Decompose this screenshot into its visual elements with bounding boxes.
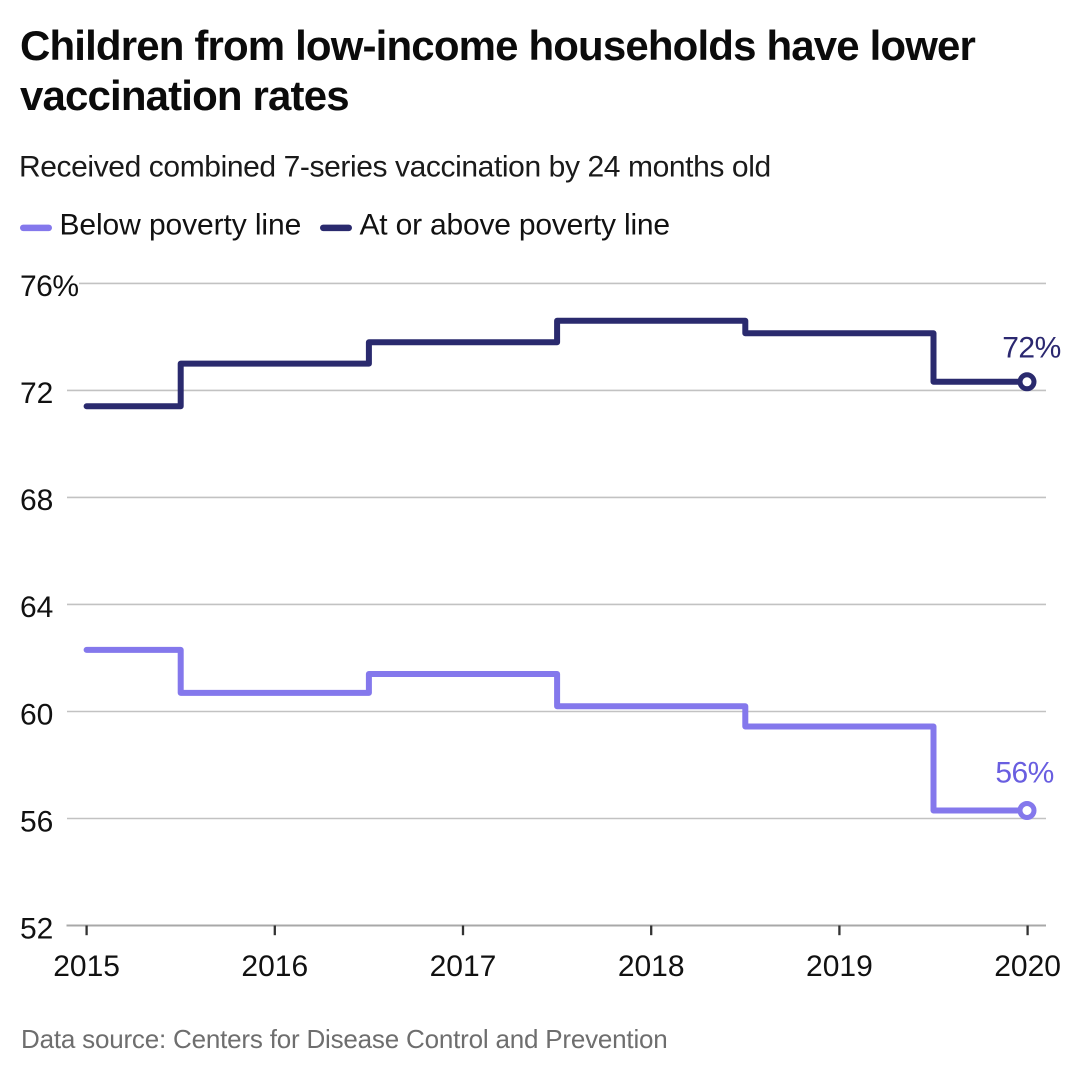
svg-text:2018: 2018 — [618, 950, 685, 983]
svg-text:At or above poverty line: At or above poverty line — [360, 209, 670, 242]
svg-text:56%: 56% — [995, 756, 1054, 789]
svg-text:vaccination rates: vaccination rates — [20, 72, 349, 119]
svg-text:2017: 2017 — [430, 950, 497, 983]
svg-text:2015: 2015 — [53, 950, 120, 983]
svg-text:64: 64 — [20, 591, 53, 624]
svg-text:2019: 2019 — [806, 950, 873, 983]
svg-text:72: 72 — [20, 377, 53, 410]
svg-text:60: 60 — [20, 698, 53, 731]
svg-text:56: 56 — [20, 805, 53, 838]
svg-text:72%: 72% — [1002, 332, 1061, 365]
svg-text:2016: 2016 — [241, 950, 308, 983]
svg-text:Below poverty line: Below poverty line — [60, 209, 302, 242]
svg-text:76%: 76% — [20, 270, 79, 303]
svg-text:Data source: Centers for Disea: Data source: Centers for Disease Control… — [21, 1024, 668, 1054]
svg-text:68: 68 — [20, 484, 53, 517]
svg-text:Received combined 7-series vac: Received combined 7-series vaccination b… — [19, 151, 771, 184]
svg-text:2020: 2020 — [994, 950, 1061, 983]
svg-text:Children from low-income house: Children from low-income households have… — [20, 22, 976, 69]
svg-text:52: 52 — [20, 912, 53, 945]
